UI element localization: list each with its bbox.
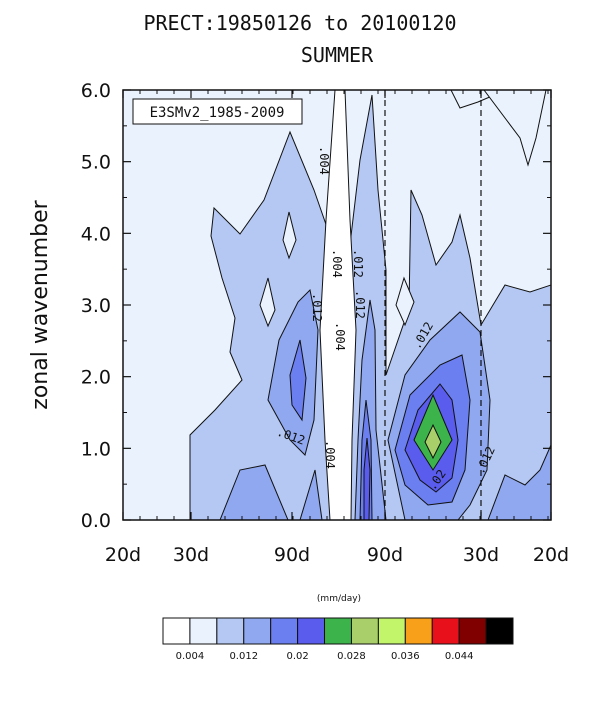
colorbar-units: (mm/day) (317, 594, 361, 604)
contour-fill-level-1 (282, 211, 297, 260)
legend-box (132, 98, 303, 125)
colorbar-swatch (324, 617, 352, 645)
contour-fill-level-0 (319, 90, 357, 520)
x-tick-label: 90d (367, 544, 403, 566)
colorbar-swatch (377, 617, 406, 645)
colorbar-tick-label: 0.02 (286, 651, 308, 662)
contour-fill-level-7 (424, 423, 442, 460)
y-tick-label: 5.0 (81, 152, 111, 174)
contour-fill-level-5 (363, 437, 371, 520)
y-tick-label: 3.0 (81, 295, 111, 317)
contour-fill-level-3 (219, 464, 289, 520)
colorbar-swatch (270, 617, 299, 645)
colorbar-swatch (458, 617, 487, 645)
y-axis-label: zonal wavenumber (28, 199, 53, 409)
contour-fill-level-3 (487, 444, 551, 520)
colorbar-tick-label: 0.028 (337, 651, 366, 662)
colorbar-swatch (189, 617, 218, 645)
colorbar-tick-label: 0.036 (391, 651, 420, 662)
colorbar-tick-label: 0.004 (176, 651, 205, 662)
colorbar-swatch (162, 617, 191, 645)
y-tick-label: 1.0 (81, 438, 111, 460)
chart-subtitle: SUMMER (301, 43, 374, 67)
contour-fill-level-4 (289, 339, 307, 422)
y-tick-label: 2.0 (81, 367, 111, 389)
contour-label: .012 (310, 293, 324, 322)
colorbar-swatch (243, 617, 272, 645)
contour-label: .004 (330, 249, 344, 278)
contour-label: .004 (333, 322, 347, 351)
contour-fill-level-1 (259, 277, 276, 328)
contour-fill-level-1 (483, 90, 547, 167)
y-tick-label: 4.0 (81, 223, 111, 245)
contour-label: .012 (351, 249, 365, 278)
x-tick-label: 20d (533, 544, 569, 566)
y-tick-label: 6.0 (81, 80, 111, 102)
colorbar-swatch (297, 617, 326, 645)
chart-title: PRECT:19850126 to 20100120 (143, 11, 456, 35)
colorbar-swatch (485, 617, 514, 645)
y-axis: 0.0 1.0 2.0 3.0 4.0 5.0 6.0 (81, 80, 551, 532)
colorbar-swatch (431, 617, 460, 645)
contour-label: .004 (317, 146, 331, 175)
colorbar: 0.004 0.012 0.02 0.028 0.036 0.044 (162, 617, 514, 662)
colorbar-tick-label: 0.012 (229, 651, 258, 662)
legend-label: E3SMv2_1985-2009 (150, 105, 285, 121)
colorbar-swatch (216, 617, 245, 645)
contour-fill-level-3 (299, 469, 323, 520)
contour-label: .004 (323, 440, 337, 469)
colorbar-swatch (350, 617, 379, 645)
contour-label: .012 (353, 290, 367, 319)
x-tick-label: 20d (105, 544, 141, 566)
contour-fill-level-1 (395, 276, 415, 327)
colorbar-tick-label: 0.044 (445, 651, 474, 662)
x-axis: 20d 30d 90d 90d 30d 20d (105, 90, 569, 566)
x-tick-label: 30d (173, 544, 209, 566)
contour-field (123, 90, 551, 520)
y-tick-label: 0.0 (81, 510, 111, 532)
x-tick-label: 30d (463, 544, 499, 566)
x-tick-label: 90d (274, 544, 310, 566)
colorbar-swatch (404, 617, 433, 645)
